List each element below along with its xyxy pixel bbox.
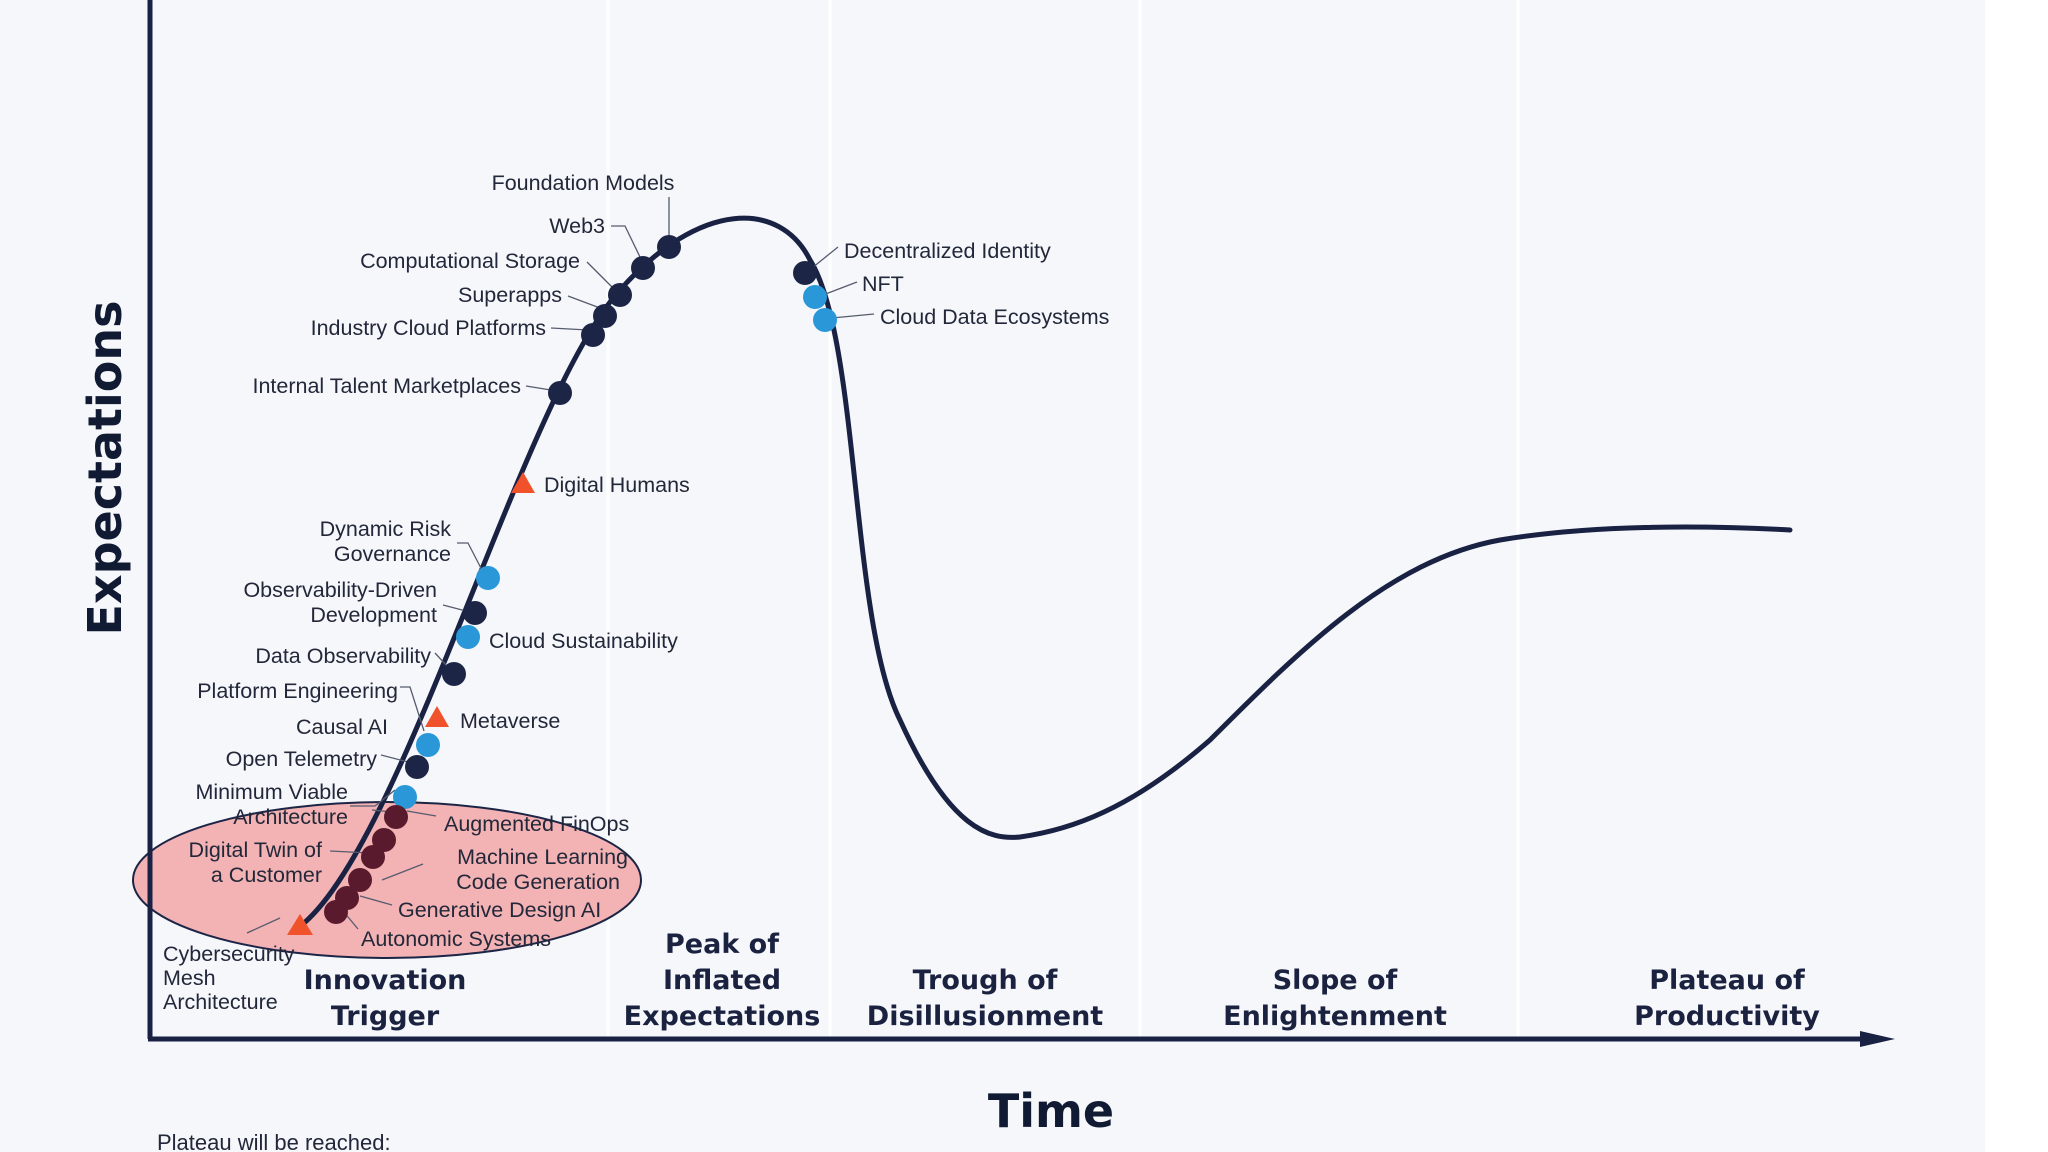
tech-label: NFT xyxy=(862,272,904,296)
tech-label: Web3 xyxy=(549,214,605,238)
tech-label: Minimum Viable xyxy=(195,780,348,804)
tech-label: Mesh xyxy=(163,966,216,990)
tech-label: Architecture xyxy=(163,990,278,1014)
phase-plateau-line2: Productivity xyxy=(1634,1001,1820,1032)
phase-innovation-line2: Trigger xyxy=(331,1001,440,1032)
y-axis-title: Expectations xyxy=(78,300,132,635)
phase-innovation-line1: Innovation xyxy=(304,965,467,996)
highlight-ellipse xyxy=(132,801,642,959)
tech-label: a Customer xyxy=(211,863,322,887)
phase-labels: Innovation Trigger Peak of Inflated Expe… xyxy=(304,929,1821,1032)
tech-label: Internal Talent Marketplaces xyxy=(253,374,522,398)
tech-label: Platform Engineering xyxy=(197,679,398,703)
phase-slope-line1: Slope of xyxy=(1273,965,1398,996)
tech-label: Digital Humans xyxy=(544,473,690,497)
tech-label: Architecture xyxy=(233,805,348,829)
tech-label: Cloud Data Ecosystems xyxy=(880,305,1109,329)
marker-observability-driven-development xyxy=(463,601,487,625)
marker-internal-talent-marketplaces xyxy=(548,381,572,405)
marker-industry-cloud-platforms xyxy=(581,323,605,347)
tech-label: Augmented FinOps xyxy=(444,812,629,836)
phase-peak-line3: Expectations xyxy=(624,1001,821,1032)
marker-decentralized-identity xyxy=(793,261,817,285)
marker-causal-ai xyxy=(416,733,440,757)
tech-label: Digital Twin of xyxy=(189,838,322,862)
technology-labels: Foundation Models Web3 Computational Sto… xyxy=(163,171,1109,1014)
tech-label: Governance xyxy=(334,542,451,566)
marker-web3 xyxy=(631,256,655,280)
marker-dynamic-risk-governance xyxy=(476,566,500,590)
marker-cloud-data-ecosystems xyxy=(813,308,837,332)
tech-label: Generative Design AI xyxy=(398,898,601,922)
tech-label: Autonomic Systems xyxy=(361,927,551,951)
footer-note: Plateau will be reached: xyxy=(157,1130,391,1152)
marker-digital-twin-1 xyxy=(372,828,396,852)
tech-label: Computational Storage xyxy=(360,249,580,273)
tech-label: Foundation Models xyxy=(492,171,675,195)
tech-label: Cybersecurity xyxy=(163,942,295,966)
phase-plateau-line1: Plateau of xyxy=(1649,965,1805,996)
tech-label: Decentralized Identity xyxy=(844,239,1051,263)
marker-metaverse xyxy=(425,706,449,727)
marker-nft xyxy=(803,285,827,309)
x-axis-arrow xyxy=(1860,1031,1895,1047)
hype-curve xyxy=(292,215,1793,933)
tech-label: Open Telemetry xyxy=(226,747,378,771)
phase-trough-line2: Disillusionment xyxy=(867,1001,1103,1032)
phase-peak-line2: Inflated xyxy=(663,965,781,996)
marker-data-observability xyxy=(442,662,466,686)
marker-cybersecurity-mesh xyxy=(287,914,313,935)
tech-label: Industry Cloud Platforms xyxy=(311,316,546,340)
tech-label: Code Generation xyxy=(456,870,620,894)
tech-label: Causal AI xyxy=(296,715,388,739)
marker-digital-humans xyxy=(511,472,535,493)
tech-label: Superapps xyxy=(458,283,562,307)
marker-ml-code-generation xyxy=(348,868,372,892)
tech-label: Metaverse xyxy=(460,709,560,733)
x-axis-title: Time xyxy=(988,1084,1114,1138)
chart-background xyxy=(0,0,1985,1152)
marker-computational-storage xyxy=(608,283,632,307)
marker-cloud-sustainability xyxy=(456,625,480,649)
marker-minimum-viable-architecture xyxy=(393,785,417,809)
marker-augmented-finops xyxy=(384,805,408,829)
tech-label: Cloud Sustainability xyxy=(489,629,678,653)
phase-peak-line1: Peak of xyxy=(665,929,779,960)
marker-superapps xyxy=(593,304,617,328)
phase-trough-line1: Trough of xyxy=(913,965,1058,996)
marker-autonomic-systems xyxy=(324,900,348,924)
tech-label: Machine Learning xyxy=(457,845,628,869)
marker-digital-twin-2 xyxy=(361,845,385,869)
phase-slope-line2: Enlightenment xyxy=(1223,1001,1447,1032)
markers xyxy=(287,235,837,935)
marker-foundation-models xyxy=(657,235,681,259)
marker-open-telemetry xyxy=(405,755,429,779)
tech-label: Dynamic Risk xyxy=(320,517,452,541)
tech-label: Observability-Driven xyxy=(243,578,437,602)
tech-label: Data Observability xyxy=(255,644,431,668)
axes xyxy=(147,0,1895,1047)
tech-label: Development xyxy=(310,603,437,627)
